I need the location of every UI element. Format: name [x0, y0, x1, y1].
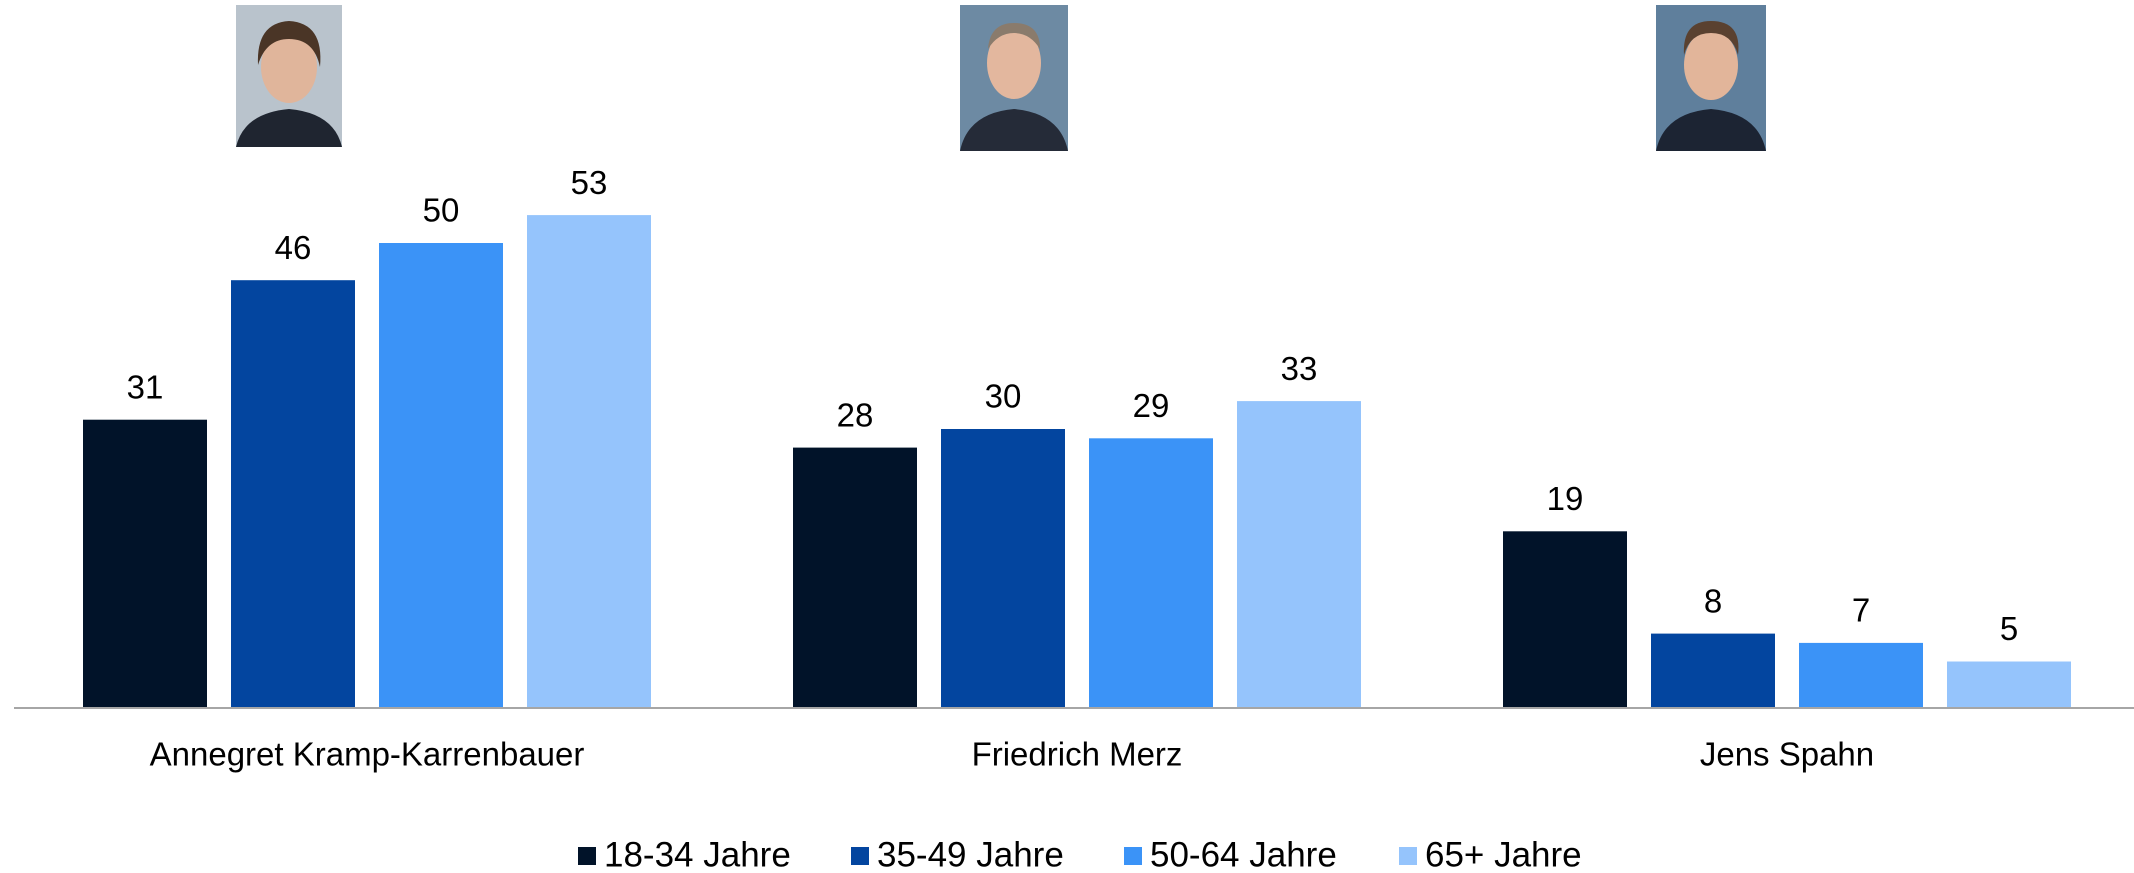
data-label: 7	[1852, 592, 1870, 629]
data-label: 19	[1547, 480, 1584, 517]
bar	[1089, 438, 1213, 708]
bar	[1503, 531, 1627, 708]
x-tick-label: Friedrich Merz	[972, 736, 1183, 773]
legend-label: 35-49 Jahre	[877, 835, 1064, 873]
legend-swatch	[578, 847, 596, 865]
chart: 31 46 50 53 Annegret Kramp-Karrenbauer 28 30 29…	[0, 0, 2134, 873]
bar	[1651, 634, 1775, 708]
bar	[941, 429, 1065, 708]
bar	[231, 280, 355, 708]
legend-swatch	[851, 847, 869, 865]
data-label: 50	[423, 192, 460, 229]
data-label: 5	[2000, 610, 2018, 647]
candidate-photo	[960, 5, 1068, 151]
legend-label: 65+ Jahre	[1425, 835, 1582, 873]
data-label: 29	[1133, 387, 1170, 424]
legend-label: 18-34 Jahre	[604, 835, 791, 873]
candidate-photo	[1656, 5, 1766, 151]
data-label: 31	[127, 368, 164, 405]
bar	[793, 448, 917, 708]
bar	[527, 215, 651, 708]
bar	[1237, 401, 1361, 708]
bar	[379, 243, 503, 708]
x-tick-label: Annegret Kramp-Karrenbauer	[150, 736, 585, 773]
data-label: 46	[275, 229, 312, 266]
data-label: 28	[837, 396, 874, 433]
bar	[1947, 662, 2071, 709]
bar	[1799, 643, 1923, 708]
data-label: 53	[571, 164, 608, 201]
x-tick-label: Jens Spahn	[1700, 736, 1874, 773]
legend-swatch	[1124, 847, 1142, 865]
legend-label: 50-64 Jahre	[1150, 835, 1337, 873]
data-label: 30	[985, 378, 1022, 415]
candidate-photo	[236, 5, 342, 147]
bar	[83, 420, 207, 708]
legend-swatch	[1399, 847, 1417, 865]
data-label: 8	[1704, 582, 1722, 619]
data-label: 33	[1281, 350, 1318, 387]
